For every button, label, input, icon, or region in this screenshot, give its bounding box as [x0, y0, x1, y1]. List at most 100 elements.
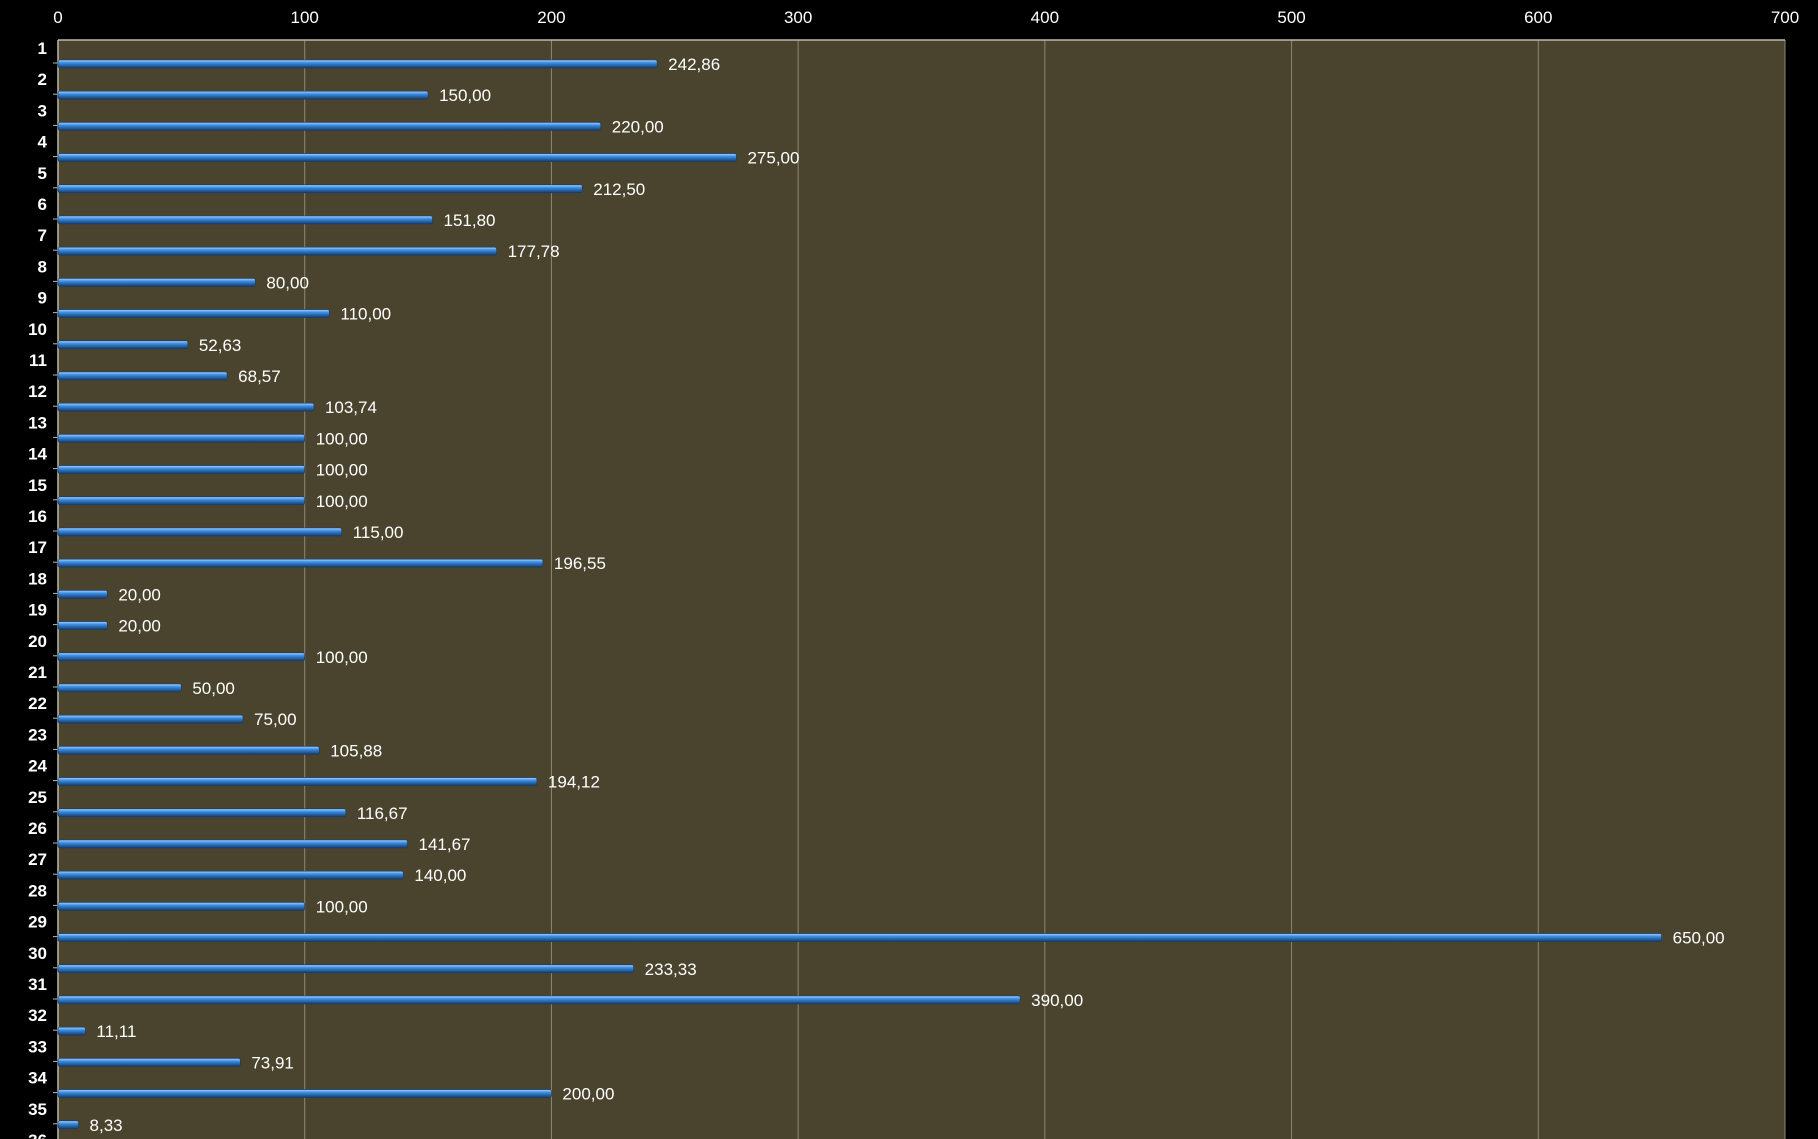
bar — [57, 122, 602, 131]
bar — [57, 527, 343, 537]
data-label: 275,00 — [747, 149, 799, 168]
data-labels: 242,86 150,00 220,00 275,00 212,50 151,80 177,… — [90, 55, 1725, 1135]
x-tick-label: 300 — [784, 8, 812, 27]
bar — [57, 839, 408, 849]
y-tick-label: 10 — [28, 320, 47, 339]
bar — [57, 870, 404, 880]
bar — [57, 902, 306, 911]
bar — [57, 995, 1021, 1005]
data-label: 140,00 — [414, 866, 466, 885]
y-tick-label: 1 — [38, 39, 47, 58]
y-tick-label: 17 — [28, 538, 47, 557]
bar — [57, 402, 315, 412]
data-label: 650,00 — [1673, 929, 1725, 948]
y-tick-label: 25 — [28, 788, 47, 807]
x-axis: 0 100 200 300 400 500 600 700 — [53, 8, 1799, 41]
bar — [57, 1089, 552, 1098]
data-label: 141,67 — [419, 835, 471, 854]
x-tick-label: 0 — [53, 8, 62, 27]
bar — [57, 153, 737, 162]
y-axis: 1234567891011121314151617181920212223242… — [28, 39, 59, 1139]
data-label: 212,50 — [593, 180, 645, 199]
y-tick-label: 29 — [28, 913, 47, 932]
y-tick-label: 8 — [38, 257, 47, 276]
y-tick-label: 2 — [38, 70, 47, 89]
data-label: 100,00 — [316, 648, 368, 667]
y-tick-label: 6 — [38, 195, 47, 214]
bar — [57, 371, 228, 381]
data-label: 80,00 — [266, 273, 309, 292]
data-label: 20,00 — [118, 617, 161, 636]
y-tick-label: 23 — [28, 725, 47, 744]
data-label: 115,00 — [353, 523, 404, 542]
data-label: 110,00 — [340, 305, 391, 324]
y-tick-label: 27 — [28, 850, 47, 869]
y-tick-label: 33 — [28, 1037, 47, 1056]
y-tick-label: 7 — [38, 226, 47, 245]
y-tick-label: 18 — [28, 569, 47, 588]
data-label: 8,33 — [90, 1116, 123, 1135]
data-label: 150,00 — [439, 86, 491, 105]
data-label: 390,00 — [1031, 991, 1083, 1010]
bars — [57, 59, 1662, 1130]
data-label: 242,86 — [668, 55, 720, 74]
data-label: 177,78 — [508, 242, 560, 261]
data-label: 100,00 — [316, 897, 368, 916]
data-label: 75,00 — [254, 710, 297, 729]
bar — [57, 808, 347, 818]
y-tick-label: 36 — [28, 1131, 47, 1139]
y-tick-label: 12 — [28, 382, 47, 401]
bar — [57, 683, 182, 693]
data-label: 73,91 — [251, 1053, 294, 1072]
bar — [57, 714, 244, 724]
data-label: 52,63 — [199, 336, 242, 355]
x-tick-label: 700 — [1771, 8, 1799, 27]
y-tick-label: 5 — [38, 164, 47, 183]
bar — [57, 59, 658, 69]
bar — [57, 1026, 86, 1036]
data-label: 233,33 — [645, 960, 697, 979]
bar — [57, 465, 306, 474]
y-tick-label: 34 — [28, 1069, 47, 1088]
data-label: 100,00 — [316, 461, 368, 480]
data-label: 100,00 — [316, 429, 368, 448]
plot-area — [58, 40, 1785, 1139]
bar — [57, 621, 108, 630]
data-label: 105,88 — [330, 741, 382, 760]
y-tick-label: 21 — [28, 663, 47, 682]
y-tick-label: 22 — [28, 694, 47, 713]
bar — [57, 777, 538, 786]
y-tick-label: 30 — [28, 944, 47, 963]
data-label: 50,00 — [192, 679, 235, 698]
bar — [57, 340, 189, 350]
y-tick-label: 11 — [29, 351, 47, 370]
y-tick-label: 15 — [28, 476, 47, 495]
data-label: 196,55 — [554, 554, 606, 573]
bar — [57, 496, 306, 506]
bar — [57, 590, 108, 599]
bar — [57, 90, 429, 100]
y-tick-label: 14 — [28, 445, 47, 464]
x-tick-label: 500 — [1277, 8, 1305, 27]
y-tick-label: 31 — [28, 975, 47, 994]
bar — [57, 933, 1662, 942]
data-label: 116,67 — [357, 804, 408, 823]
y-tick-label: 28 — [28, 881, 47, 900]
data-label: 220,00 — [612, 117, 664, 136]
bar — [57, 215, 433, 225]
data-label: 194,12 — [548, 773, 600, 792]
data-label: 151,80 — [444, 211, 496, 230]
x-tick-label: 400 — [1031, 8, 1059, 27]
x-tick-label: 200 — [537, 8, 565, 27]
data-label: 20,00 — [118, 585, 161, 604]
y-tick-label: 19 — [28, 601, 47, 620]
data-label: 68,57 — [238, 367, 281, 386]
data-label: 100,00 — [316, 492, 368, 511]
y-tick-label: 9 — [38, 289, 47, 308]
x-tick-label: 600 — [1524, 8, 1552, 27]
data-label: 11,11 — [96, 1022, 136, 1041]
y-tick-label: 13 — [28, 413, 47, 432]
data-label: 103,74 — [325, 398, 377, 417]
bar — [57, 184, 583, 194]
